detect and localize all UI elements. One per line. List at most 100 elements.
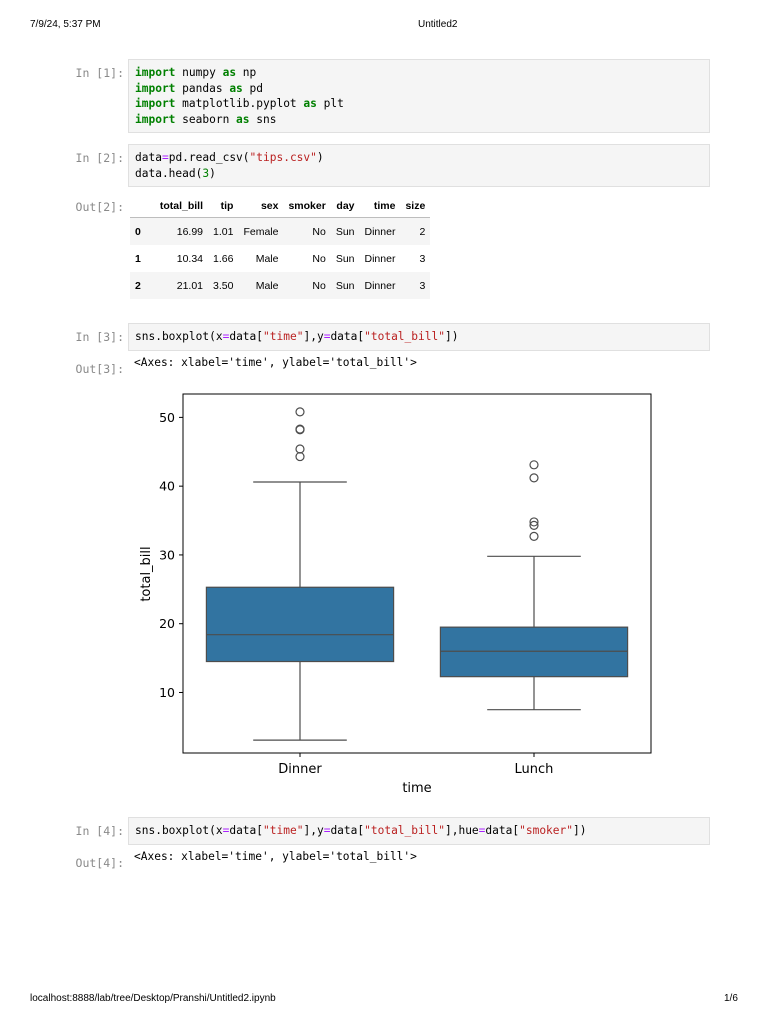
cell-1-code[interactable]: import numpy as np import pandas as pd i… [128,59,710,133]
code-token: = [323,824,331,837]
column-header: tip [208,195,239,218]
code-token: np [236,66,257,79]
code-token: , [310,330,317,343]
cell-2-code[interactable]: data=pd.read_csv("tips.csv") data.head(3… [128,144,710,187]
code-token: plt [316,97,344,110]
code-token: = [222,824,230,837]
print-page-number: 1/6 [724,993,738,1004]
code-token: "total_bill" [364,824,445,837]
code-token: as [303,97,317,110]
table-cell: 10.34 [176,252,204,265]
cell-2-out-prompt: Out[2]: [75,200,124,214]
code-token: = [323,330,331,343]
code-token: x [215,824,223,837]
outlier-point [529,473,539,483]
table-cell: 16.99 [176,225,204,238]
code-token: data[ [330,330,365,343]
table-row: 1 10.34 1.66 Male No Sun Dinner 3 [130,245,430,272]
table-cell: Sun [335,252,355,265]
column-header: sex [238,195,284,218]
code-token: hue [458,824,479,837]
code-token: import [135,97,176,110]
box-lunch [439,626,629,678]
row-index: 0 [135,225,141,238]
code-token: , [310,824,317,837]
code-token: data[ [229,824,264,837]
code-token: = [222,330,230,343]
cell-3-code[interactable]: sns.boxplot(x=data["time"],y=data["total… [128,323,710,351]
code-token: = [161,151,169,164]
cell-4-out-prompt: Out[4]: [75,856,124,870]
code-token: numpy [175,66,223,79]
table-cell: Female [243,225,279,238]
table-row: 2 21.01 3.50 Male No Sun Dinner 3 [130,272,431,299]
column-header: size [400,195,431,218]
code-token: "time" [263,824,304,837]
code-token: ) [209,166,216,180]
column-header: day [330,195,360,218]
outlier-point [295,444,305,454]
code-token: ] [444,824,452,837]
code-token: seaborn [175,112,237,126]
table-cell: Sun [335,279,355,292]
outlier-point [295,451,305,462]
y-axis-label: total_bill [139,546,154,601]
table-cell: 3 [419,279,426,292]
table-cell: No [312,252,326,265]
table-cell: No [312,279,326,292]
outlier-point [529,517,539,527]
code-token: ] [573,824,580,837]
x-tick-label: Dinner [278,762,322,777]
code-token: pd [242,81,264,95]
code-token: sns.boxplot( [135,824,216,837]
y-tick-label: 10 [159,685,175,700]
code-token: data [135,151,162,164]
dataframe-table: total_bill tip sex smoker day time size … [130,195,431,299]
code-token: as [236,112,250,126]
y-tick-label: 20 [159,616,175,631]
y-tick-label: 30 [159,547,175,562]
table-cell: Dinner [364,225,396,238]
code-token: ) [451,330,459,343]
outlier-point [529,460,539,470]
box-dinner [205,586,395,663]
code-token: sns [249,112,277,126]
code-token: y [316,824,324,837]
code-token: matplotlib.pyplot [175,97,304,110]
table-cell: Sun [335,225,355,238]
column-header: total_bill [154,195,209,218]
code-token: ] [444,330,452,343]
code-token: data[ [485,824,520,837]
y-tick-label: 40 [159,479,175,494]
code-token: , [451,824,459,837]
y-tick-label: 50 [159,410,175,425]
code-token: = [478,824,486,837]
cell-3-output-text: <Axes: xlabel='time', ylabel='total_bill… [134,356,417,369]
outlier-point [529,531,539,541]
code-token: "smoker" [519,824,573,837]
code-token: import [135,66,176,79]
code-token: data[ [330,824,365,837]
table-cell: No [312,225,326,238]
table-cell: 3 [419,252,426,265]
outlier-point [295,407,305,417]
print-title: Untitled2 [418,19,458,30]
code-token: ] [303,824,311,837]
plot-frame [182,393,652,754]
table-cell: Male [255,279,279,292]
code-token: pandas [175,81,230,95]
code-token: ) [316,151,324,164]
cell-4-code[interactable]: sns.boxplot(x=data["time"],y=data["total… [128,817,710,845]
code-token: ] [303,330,311,343]
row-index: 1 [135,252,141,265]
outlier-point [529,520,539,530]
print-url: localhost:8888/lab/tree/Desktop/Pranshi/… [30,993,276,1004]
cell-4-output-text: <Axes: xlabel='time', ylabel='total_bill… [134,850,417,863]
code-token: 3 [202,166,210,180]
table-row: 0 16.99 1.01 Female No Sun Dinner 2 [130,217,431,245]
table-cell: 2 [419,225,426,238]
cell-3-out-prompt: Out[3]: [75,362,124,376]
code-token: as [229,81,243,95]
code-token: as [222,66,237,79]
